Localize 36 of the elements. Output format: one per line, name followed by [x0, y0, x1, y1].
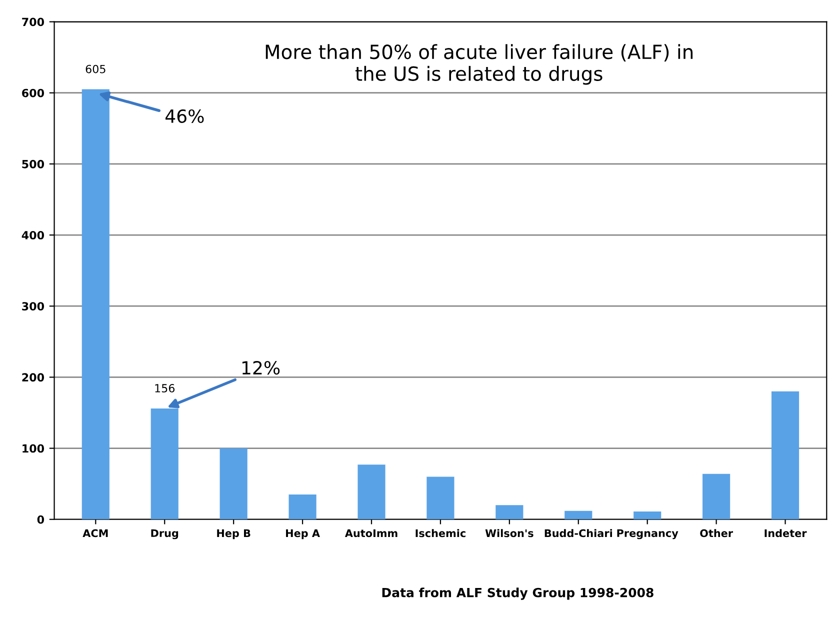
bar: [771, 391, 800, 520]
y-tick-label: 300: [22, 302, 44, 310]
x-tick-label: Hep A: [286, 529, 320, 540]
y-tick-label: 600: [22, 88, 44, 98]
y-tick-label: 100: [22, 444, 44, 453]
bar: [82, 89, 110, 520]
x-tick-label: Wilson's: [485, 529, 534, 538]
y-tick-label: 0: [37, 515, 44, 524]
y-tick-label: 700: [22, 18, 44, 26]
x-tick-label: AutoImm: [344, 529, 398, 538]
bar: [426, 476, 454, 520]
bar: [634, 512, 662, 520]
bar: [220, 448, 248, 520]
x-tick-label: ACM: [82, 529, 108, 538]
bar: [702, 474, 730, 520]
annotation: 46%: [165, 109, 204, 123]
y-tick-label: 500: [22, 160, 44, 168]
x-tick-label: Drug: [151, 529, 178, 540]
bar: [564, 510, 592, 520]
text: More than 50% of acute liver failure (ALF) in the US is related to drugs: [266, 44, 693, 85]
x-tick-label: Pregnancy: [617, 529, 678, 540]
x-tick-label: Ischemic: [416, 529, 466, 538]
bar: [496, 505, 524, 520]
x-tick-label: Indeter: [764, 529, 807, 538]
text: Data from ALF Study Group 1998-2008: [382, 588, 654, 600]
data-label: 605: [86, 64, 106, 74]
bar: [288, 494, 316, 520]
data-label: 156: [155, 384, 175, 392]
x-tick-label: Hep B: [217, 529, 250, 540]
y-tick-label: 200: [22, 373, 44, 382]
y-tick-label: 400: [22, 231, 44, 240]
annotation: 12%: [242, 360, 280, 375]
bar: [358, 464, 386, 520]
bar: [150, 408, 178, 520]
x-tick-label: Budd-Chiari: [544, 529, 612, 538]
x-tick-label: Other: [700, 529, 734, 538]
